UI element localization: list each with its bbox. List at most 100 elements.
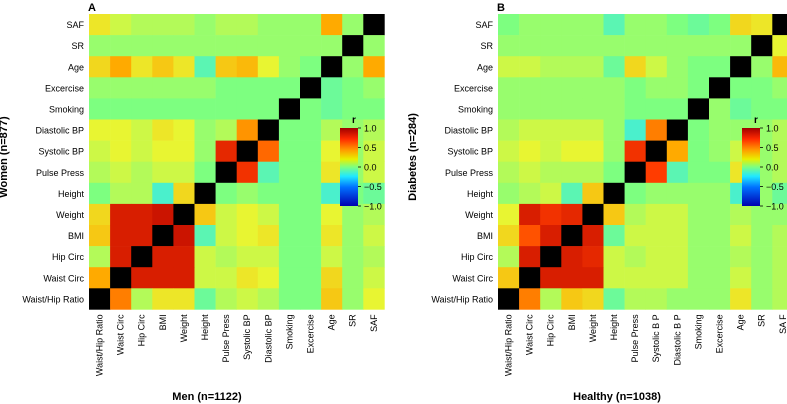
panel-b-cell-r0-c12 [751, 14, 773, 36]
panel-b-col-label: Smoking [693, 314, 703, 349]
panel-a-cell-r0-c3 [152, 14, 174, 36]
panel-a-cell-r10-c10 [300, 225, 322, 247]
panel-b-col-labels: Waist/Hip Ratio Waist Circ Hip Circ BMI Weig… [504, 314, 787, 376]
panel-b-cell-r3-c7 [645, 77, 668, 99]
panel-a-cell-r13-c4 [173, 288, 195, 310]
panel-a-x-label: Men (n=1122) [172, 391, 242, 403]
panel-b-cell-r2-c7 [645, 56, 668, 78]
panel-b-col-label: Waist Circ [525, 314, 535, 355]
panel-a-cell-r2-c0 [89, 56, 111, 78]
panel-b-cell-r4-c10 [709, 98, 731, 120]
panel-b-cell-r0-c10 [709, 14, 731, 36]
panel-a-row-label: Hip Circ [52, 252, 85, 262]
panel-b-row-label: SR [480, 41, 493, 51]
panel-a-row-label: SAF [66, 20, 84, 30]
panel-a-cell-r6-c3 [152, 140, 174, 162]
panel-a-cell-r7-c0 [89, 161, 111, 184]
panel-b-cell-r12-c1 [519, 267, 541, 289]
panel-b-cell-r13-c3 [561, 288, 583, 310]
panel-b-cell-r6-c5 [603, 140, 625, 162]
panel-a-cell-r10-c4 [173, 225, 195, 247]
panel-b-cell-r0-c3 [561, 14, 583, 36]
panel-a-cell-r10-c8 [257, 225, 280, 247]
panel-a-cell-r12-c0 [89, 267, 111, 289]
panel-b-cell-r7-c1 [519, 161, 541, 184]
panel-b-cell-r12-c7 [645, 267, 668, 289]
panel-a-cell-r1-c9 [278, 35, 301, 57]
panel-b-cell-r11-c6 [624, 246, 646, 268]
panel-a-cell-r0-c2 [131, 14, 153, 36]
panel-b-cell-r0-c9 [687, 14, 710, 36]
colorbar-tick-label: 0.0 [766, 163, 779, 173]
panel-a-cell-r3-c6 [215, 77, 237, 99]
panel-b-cell-r8-c9 [687, 182, 710, 205]
panel-b-cell-r3-c11 [730, 77, 752, 99]
panel-a-cell-r3-c0 [89, 77, 111, 99]
panel-b-cell-r8-c5 [603, 182, 625, 205]
panel-b-cell-r3-c5 [603, 77, 625, 99]
panel-a-cell-r11-c1 [110, 246, 132, 268]
panel-a-cell-r1-c11 [321, 35, 343, 57]
panel-a-cell-r5-c9 [278, 119, 301, 141]
panel-b-cell-r2-c10 [709, 56, 731, 78]
panel-a-cell-r0-c1 [110, 14, 132, 36]
panel-b-cell-r3-c1 [519, 77, 541, 99]
colorbar-tick-label: 0.5 [364, 143, 377, 153]
panel-b-row-label: Weight [465, 210, 493, 220]
panel-a-row-label: SR [71, 41, 84, 51]
panel-b-row-label: Hip Circ [461, 252, 494, 262]
panel-b-col-label: Waist/Hip Ratio [504, 314, 514, 376]
panel-b-cell-r4-c7 [645, 98, 668, 120]
panel-a-cell-r5-c0 [89, 119, 111, 141]
panel-a-cell-r9-c5 [194, 203, 216, 226]
panel-a-cell-r1-c12 [342, 35, 364, 57]
panel-a-cell-r7-c7 [236, 161, 259, 184]
panel-b-cell-r1-c0 [498, 35, 520, 57]
panel-b-cell-r1-c7 [645, 35, 668, 57]
panel-a-cell-r13-c2 [131, 288, 153, 310]
panel-b-cell-r12-c3 [561, 267, 583, 289]
panel-b-cell-r11-c8 [666, 246, 689, 268]
panel-b-cell-r12-c9 [687, 267, 710, 289]
panel-a-cell-r0-c13 [363, 14, 385, 36]
panel-a-cell-r2-c8 [257, 56, 280, 78]
panel-a-row-label: BMI [68, 231, 84, 241]
panel-b-cell-r11-c3 [561, 246, 583, 268]
panel-b-col-label: SR [757, 314, 767, 327]
panel-a-cell-r11-c10 [300, 246, 322, 268]
panel-b-cell-r10-c1 [519, 225, 541, 247]
panel-b-cell-r11-c13 [772, 246, 787, 268]
panel-b-cell-r9-c9 [687, 203, 710, 226]
panel-a-row-label: Weight [56, 210, 84, 220]
panel-b-cell-r12-c6 [624, 267, 646, 289]
panel-a-cell-r7-c10 [300, 161, 322, 184]
panel-a-colorbar-gradient [340, 128, 358, 206]
panel-b-cell-r2-c3 [561, 56, 583, 78]
panel-b-cell-r4-c2 [540, 98, 562, 120]
panel-b-cell-r7-c8 [666, 161, 689, 184]
panel-a-cell-r5-c10 [300, 119, 322, 141]
panel-b-cell-r0-c1 [519, 14, 541, 36]
panel-b-col-label: SA F [778, 314, 787, 334]
panel-b-cell-r4-c8 [666, 98, 689, 120]
panel-a-col-label: Height [200, 314, 210, 341]
panel-a-colorbar-title: r [352, 115, 356, 126]
panel-a-cell-r7-c5 [194, 161, 216, 184]
panel-a-cell-r10-c6 [215, 225, 237, 247]
panel-a-cell-r11-c12 [342, 246, 364, 268]
panel-b-col-label: BMI [567, 314, 577, 330]
panel-a-cell-r12-c11 [321, 267, 343, 289]
panel-a-cell-r10-c3 [152, 225, 174, 247]
panel-b-cell-r11-c12 [751, 246, 773, 268]
panel-a-cell-r12-c8 [257, 267, 280, 289]
panel-a-cell-r8-c0 [89, 182, 111, 205]
panel-b-cell-r5-c9 [687, 119, 710, 141]
panel-a-col-label: SR [348, 314, 358, 327]
panel-b-cell-r10-c4 [582, 225, 604, 247]
panel-a-col-label: Excercise [306, 314, 316, 353]
panel-b-cell-r5-c2 [540, 119, 562, 141]
panel-a-col-label: Hip Circ [137, 314, 147, 347]
panel-a-cell-r11-c0 [89, 246, 111, 268]
panel-b-cell-r12-c4 [582, 267, 604, 289]
panel-b-cell-r4-c1 [519, 98, 541, 120]
